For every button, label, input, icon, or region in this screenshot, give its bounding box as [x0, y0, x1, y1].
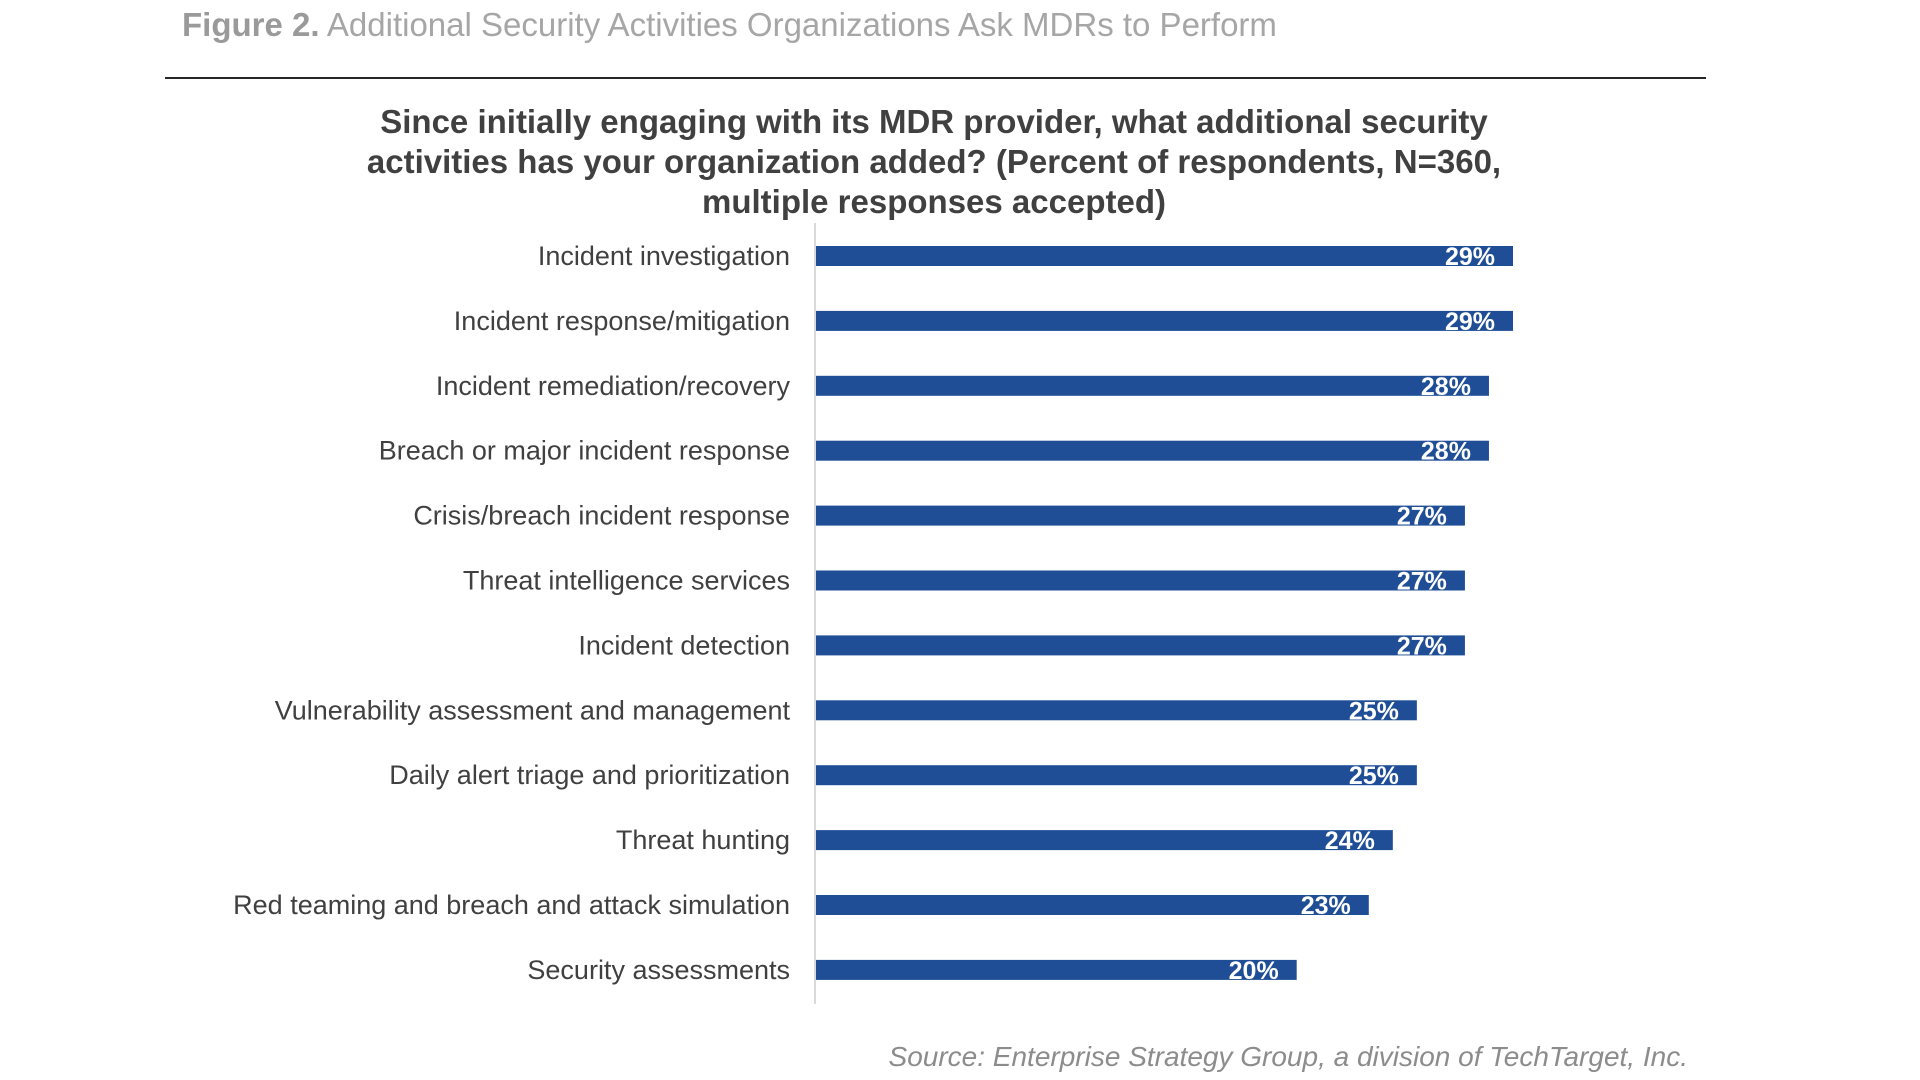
- bar-value-label: 28%: [1421, 438, 1471, 466]
- category-label: Breach or major incident response: [379, 436, 790, 466]
- bar-value-label: 27%: [1397, 568, 1447, 596]
- bar: [816, 700, 1417, 721]
- category-label: Threat intelligence services: [463, 566, 790, 596]
- category-label: Incident detection: [578, 630, 790, 660]
- bar: [816, 505, 1465, 526]
- bar: [816, 570, 1465, 591]
- chart-title-line-1: Since initially engaging with its MDR pr…: [380, 103, 1488, 140]
- category-label: Incident response/mitigation: [454, 306, 790, 336]
- figure-label: Figure 2.: [182, 6, 320, 43]
- category-label: Red teaming and breach and attack simula…: [233, 890, 790, 920]
- figure-caption-text: Additional Security Activities Organizat…: [326, 6, 1277, 43]
- bar-value-label: 29%: [1445, 308, 1495, 336]
- category-label: Threat hunting: [616, 825, 790, 855]
- category-label: Daily alert triage and prioritization: [389, 760, 790, 790]
- bar: [816, 635, 1465, 656]
- chart-title-line-2: activities has your organization added? …: [366, 143, 1502, 180]
- bar-value-label: 20%: [1229, 957, 1279, 985]
- bar-value-label: 27%: [1397, 503, 1447, 531]
- category-label: Security assessments: [527, 955, 790, 985]
- bar: [816, 246, 1513, 266]
- figure-caption: Figure 2. Additional Security Activities…: [182, 6, 1277, 44]
- category-label: Vulnerability assessment and management: [275, 695, 791, 725]
- bar-value-label: 29%: [1445, 243, 1495, 271]
- bar: [816, 440, 1489, 461]
- bar-value-label: 27%: [1397, 632, 1447, 660]
- bar: [816, 765, 1417, 786]
- category-label: Incident investigation: [538, 241, 790, 271]
- source-note: Source: Enterprise Strategy Group, a div…: [888, 1041, 1688, 1072]
- chart-title: Since initially engaging with its MDR pr…: [0, 102, 1868, 222]
- bar: [816, 895, 1369, 915]
- caption-divider: [165, 77, 1706, 79]
- bar-value-label: 24%: [1325, 827, 1375, 855]
- bar: [816, 959, 1297, 980]
- bar: [816, 310, 1513, 331]
- bar: [816, 375, 1489, 396]
- category-label: Crisis/breach incident response: [413, 501, 790, 531]
- bar-value-label: 23%: [1301, 892, 1351, 920]
- chart-title-line-3: multiple responses accepted): [702, 183, 1166, 220]
- bar-value-label: 25%: [1349, 762, 1399, 790]
- category-label: Incident remediation/recovery: [436, 371, 791, 401]
- bar-value-label: 25%: [1349, 697, 1399, 725]
- bar: [816, 830, 1393, 851]
- bar-value-label: 28%: [1421, 373, 1471, 401]
